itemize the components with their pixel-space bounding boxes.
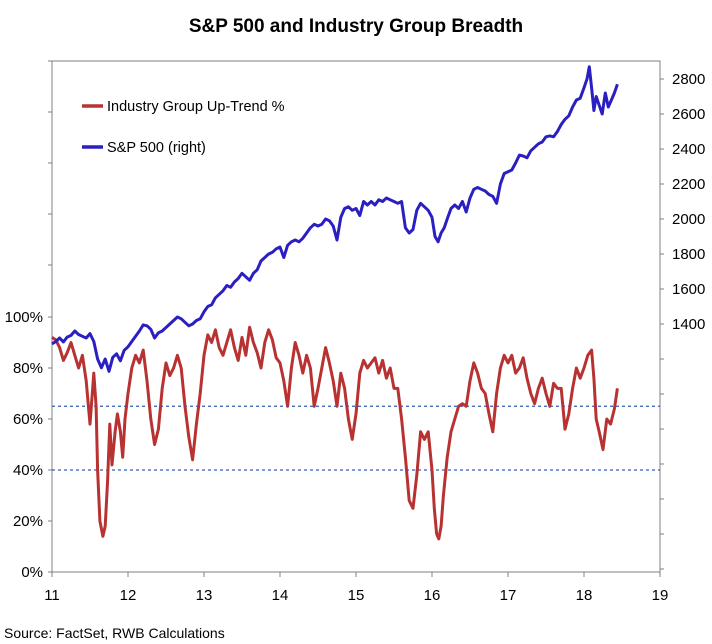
left-y-axis: 0% 20% 40% 60% 80% 100% <box>5 60 52 581</box>
left-tick-label: 100% <box>5 309 43 326</box>
legend-label-sp500: S&P 500 (right) <box>107 140 206 156</box>
right-tick-label: 1800 <box>672 246 705 263</box>
x-tick-label: 12 <box>120 587 137 604</box>
left-tick-label: 80% <box>13 360 43 377</box>
left-tick-label: 60% <box>13 411 43 428</box>
right-tick-label: 1400 <box>672 316 705 333</box>
legend: Industry Group Up-Trend % S&P 500 (right… <box>82 99 285 156</box>
series-layer <box>51 65 619 541</box>
plot-area <box>51 60 661 573</box>
left-tick-label: 20% <box>13 513 43 530</box>
x-tick-label: 17 <box>500 587 517 604</box>
legend-label-breadth: Industry Group Up-Trend % <box>107 99 285 115</box>
x-tick-label: 19 <box>652 587 669 604</box>
right-tick-label: 1600 <box>672 281 705 298</box>
right-y-axis: 1400 1600 1800 2000 2200 2400 2600 2800 <box>660 71 705 570</box>
x-tick-label: 15 <box>348 587 365 604</box>
right-tick-label: 2600 <box>672 106 705 123</box>
sp500-series-line <box>51 65 619 373</box>
breadth-series-line <box>51 325 619 541</box>
left-tick-label: 0% <box>21 564 43 581</box>
source-note: Source: FactSet, RWB Calculations <box>4 625 225 641</box>
x-tick-label: 11 <box>44 587 60 604</box>
right-tick-label: 2000 <box>672 211 705 228</box>
right-tick-label: 2400 <box>672 141 705 158</box>
x-tick-label: 14 <box>272 587 289 604</box>
x-tick-label: 13 <box>196 587 213 604</box>
right-tick-label: 2200 <box>672 176 705 193</box>
x-tick-label: 16 <box>424 587 441 604</box>
x-axis: 11 12 13 14 15 16 17 18 19 <box>44 572 668 604</box>
x-tick-label: 18 <box>576 587 593 604</box>
plot-frame <box>51 60 661 573</box>
chart-title: S&P 500 and Industry Group Breadth <box>189 16 523 37</box>
reference-lines <box>52 405 660 471</box>
right-tick-label: 2800 <box>672 71 705 88</box>
left-tick-label: 40% <box>13 462 43 479</box>
